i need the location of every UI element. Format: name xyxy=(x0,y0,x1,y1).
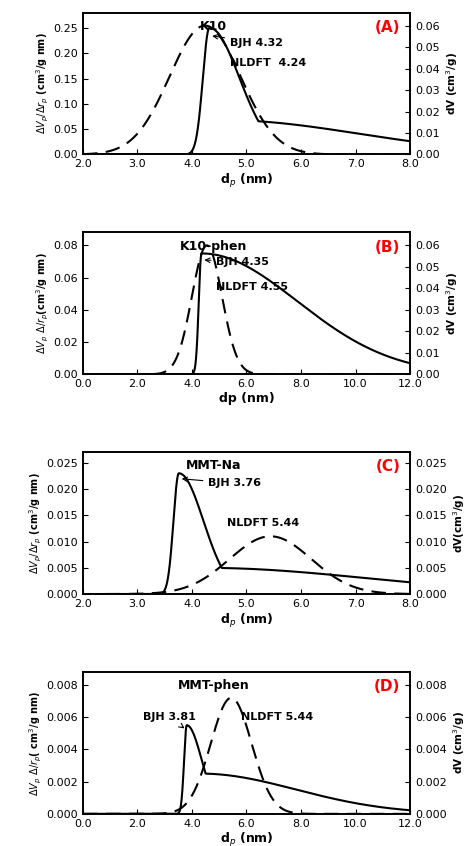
X-axis label: dp (nm): dp (nm) xyxy=(219,392,274,405)
Text: (A): (A) xyxy=(375,19,400,35)
Y-axis label: dV (cm$^3$/g): dV (cm$^3$/g) xyxy=(444,52,460,115)
X-axis label: d$_p$ (nm): d$_p$ (nm) xyxy=(219,612,273,629)
Text: NLDFT 4.55: NLDFT 4.55 xyxy=(217,283,289,293)
Text: BJH 4.32: BJH 4.32 xyxy=(213,35,283,47)
Text: BJH 3.81: BJH 3.81 xyxy=(143,712,196,728)
Text: BJH 4.35: BJH 4.35 xyxy=(206,256,269,266)
Text: BJH 3.76: BJH 3.76 xyxy=(183,477,261,488)
Y-axis label: $\Delta V_p /\Delta r_p$ (cm$^3$/g nm): $\Delta V_p /\Delta r_p$ (cm$^3$/g nm) xyxy=(27,472,44,574)
X-axis label: d$_p$ (nm): d$_p$ (nm) xyxy=(219,172,273,190)
Y-axis label: dV(cm$^3$/g): dV(cm$^3$/g) xyxy=(451,493,466,552)
Text: K10: K10 xyxy=(200,19,228,33)
Text: MMT-phen: MMT-phen xyxy=(178,679,250,692)
Text: NLDFT 5.44: NLDFT 5.44 xyxy=(228,518,300,528)
Text: NLDFT  4.24: NLDFT 4.24 xyxy=(230,58,306,68)
Text: NLDFT 5.44: NLDFT 5.44 xyxy=(241,712,313,722)
Text: K10-phen: K10-phen xyxy=(180,239,247,253)
Y-axis label: $\Delta V_p$ $\Delta/r_p$( cm$^3$/g nm): $\Delta V_p$ $\Delta/r_p$( cm$^3$/g nm) xyxy=(27,690,44,795)
Text: (C): (C) xyxy=(375,459,400,475)
Y-axis label: dV (cm$^3$/g): dV (cm$^3$/g) xyxy=(444,272,460,335)
Y-axis label: $\Delta V_p /\Delta r_p$ (cm$^3$/g nm): $\Delta V_p /\Delta r_p$ (cm$^3$/g nm) xyxy=(34,33,51,135)
Text: MMT-Na: MMT-Na xyxy=(186,459,242,472)
Text: (B): (B) xyxy=(375,239,400,255)
Y-axis label: $\Delta V_p$ $\Delta/r_p$(cm$^3$/g nm): $\Delta V_p$ $\Delta/r_p$(cm$^3$/g nm) xyxy=(34,252,51,354)
Y-axis label: dV (cm$^3$/g): dV (cm$^3$/g) xyxy=(451,711,466,774)
X-axis label: d$_p$ (nm): d$_p$ (nm) xyxy=(219,832,273,846)
Text: (D): (D) xyxy=(374,679,400,695)
